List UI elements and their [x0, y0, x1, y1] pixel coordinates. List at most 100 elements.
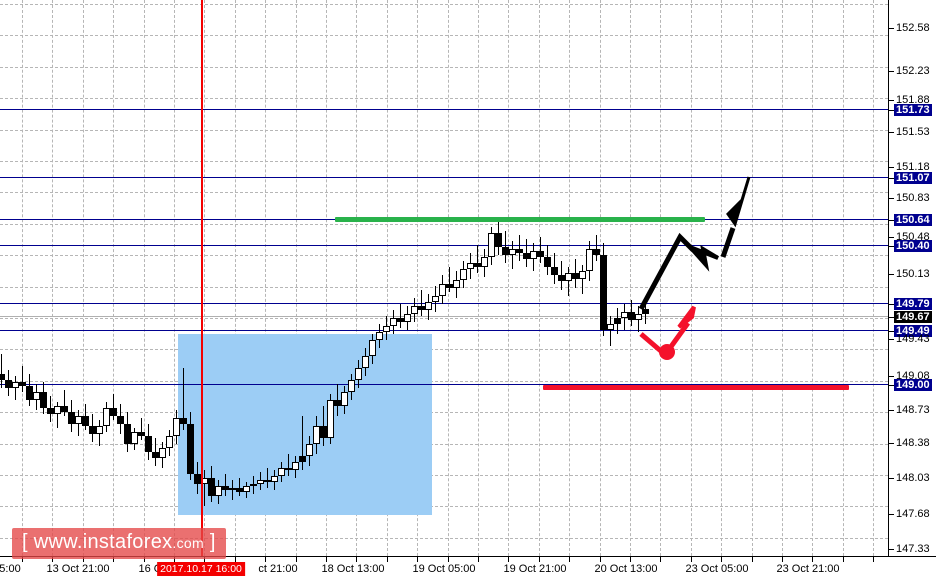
candle-body [68, 411, 75, 424]
candle-body [278, 467, 285, 476]
price-tick [889, 385, 894, 386]
candle-body [341, 391, 348, 406]
price-axis-label: 148.03 [896, 472, 930, 484]
candlestick [453, 0, 461, 556]
price-tick [889, 110, 894, 111]
candlestick [334, 0, 342, 556]
candle-wick [575, 259, 576, 288]
price-axis-label: 148.38 [896, 437, 930, 449]
candle-wick [323, 405, 324, 446]
chart-plot-area[interactable] [0, 0, 888, 556]
grid-line-horizontal [0, 412, 888, 414]
candlestick [47, 0, 55, 556]
candle-body [229, 487, 236, 490]
price-tick [889, 514, 894, 515]
price-level-line [0, 384, 888, 385]
candlestick [138, 0, 146, 556]
grid-line-vertical [721, 0, 723, 556]
grid-line-horizontal [0, 349, 888, 351]
price-tick [889, 549, 894, 550]
candle-body [593, 249, 600, 256]
price-axis-label: 150.64 [894, 214, 932, 226]
grid-line-horizontal [0, 318, 888, 319]
candle-body [558, 275, 565, 282]
candlestick [362, 0, 370, 556]
candlestick [474, 0, 482, 556]
grid-line-vertical [751, 0, 753, 556]
candlestick [229, 0, 237, 556]
candlestick [327, 0, 335, 556]
price-axis[interactable]: 152.58 152.23 151.88 151.73 151.53 151.18 151.… [888, 0, 936, 556]
candlestick [264, 0, 272, 556]
candlestick [271, 0, 279, 556]
grid-line-vertical [386, 0, 388, 556]
candle-body [642, 308, 649, 314]
grid-line-horizontal [0, 255, 888, 257]
grid-line-horizontal [0, 161, 888, 162]
grid-line-vertical [265, 0, 267, 556]
candlestick [376, 0, 384, 556]
candlestick [103, 0, 111, 556]
time-tick [873, 557, 875, 562]
candle-body [82, 415, 89, 426]
candlestick [460, 0, 468, 556]
candle-body [292, 461, 299, 470]
grid-line-vertical [326, 0, 327, 556]
price-axis-label: 147.33 [896, 543, 930, 555]
candle-wick [477, 245, 478, 274]
grid-line-vertical [174, 0, 175, 556]
grid-line-vertical [22, 0, 23, 556]
price-axis-label: 149.43 [896, 333, 930, 345]
candle-body [600, 255, 607, 330]
grid-line-vertical [630, 0, 631, 556]
time-tick [447, 557, 449, 562]
candle-body [5, 379, 12, 388]
candle-body [33, 391, 40, 400]
grid-line-vertical [82, 0, 84, 556]
candlestick [404, 0, 412, 556]
candlestick [446, 0, 454, 556]
candlestick [0, 0, 6, 556]
candlestick [40, 0, 48, 556]
candlestick [61, 0, 69, 556]
candlestick [292, 0, 300, 556]
candlestick [397, 0, 405, 556]
candle-body [523, 253, 530, 260]
grid-line-vertical [508, 0, 510, 556]
selection-highlight-box [178, 334, 432, 515]
time-tick [569, 557, 571, 562]
candlestick [523, 0, 531, 556]
time-tick [204, 557, 206, 562]
candle-body [250, 483, 257, 486]
time-axis-label: 23 Oct 21:00 [776, 563, 840, 575]
candle-body [0, 373, 5, 380]
watermark-prefix: [ [22, 531, 28, 553]
candle-body [138, 431, 145, 436]
grid-line-vertical [234, 0, 236, 556]
time-tick [295, 557, 297, 562]
candlestick [54, 0, 62, 556]
candlestick [439, 0, 447, 556]
price-axis-label: 148.73 [896, 404, 930, 416]
candle-body [306, 443, 313, 456]
price-level-line [0, 316, 888, 317]
candle-wick [15, 375, 16, 400]
candle-body [54, 405, 61, 414]
candlestick [159, 0, 167, 556]
candle-body [614, 317, 621, 324]
price-axis-label: 147.68 [896, 508, 930, 520]
candle-wick [519, 235, 520, 262]
grid-line-vertical [538, 0, 540, 556]
candlestick [285, 0, 293, 556]
candlestick [411, 0, 419, 556]
candle-body [187, 423, 194, 474]
candlestick [236, 0, 244, 556]
support-line [543, 385, 849, 390]
candle-body [488, 233, 495, 258]
candlestick [257, 0, 265, 556]
price-tick [889, 71, 894, 72]
candlestick [124, 0, 132, 556]
candlestick [530, 0, 538, 556]
